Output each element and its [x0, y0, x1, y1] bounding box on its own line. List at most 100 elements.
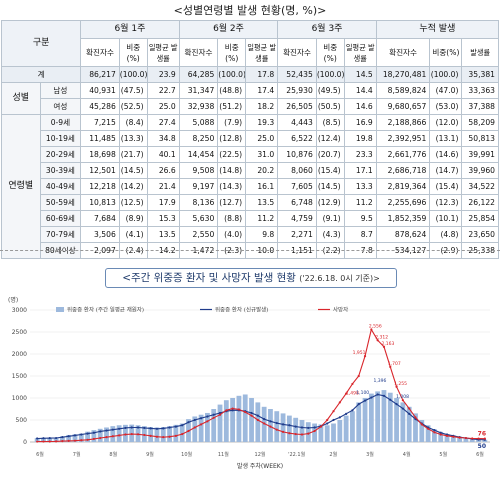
table-cell: (14.5)	[118, 162, 148, 179]
table-cell: 26,505	[277, 98, 317, 115]
severe-new-point	[36, 437, 39, 440]
table-cell: (22.5)	[217, 146, 247, 163]
table-cell: 12,501	[80, 162, 120, 179]
death-point	[212, 416, 215, 419]
x-month-label: 2월	[329, 451, 337, 458]
bar	[66, 434, 72, 442]
x-month-label: 6월	[476, 451, 484, 458]
table-cell: 9,197	[178, 178, 219, 195]
legend-label: 사망자	[333, 306, 348, 314]
severe-new-point	[149, 427, 152, 430]
severe-new-point	[294, 425, 297, 428]
table-cell: 86,217	[80, 66, 120, 83]
death-point	[80, 439, 83, 442]
severe-new-point	[181, 424, 184, 427]
table-cell: (12.5)	[118, 194, 148, 211]
death-point	[118, 434, 121, 437]
table-cell: (21.7)	[118, 146, 148, 163]
table-cell: 11.2	[245, 210, 279, 227]
severe-new-point	[357, 403, 360, 406]
bar	[413, 413, 418, 442]
severe-new-point	[124, 426, 127, 430]
bar	[160, 427, 166, 442]
table-cell: 2,819,364	[375, 178, 431, 195]
death-point	[86, 438, 89, 441]
column-header: 확진자수	[375, 38, 431, 67]
x-axis-label: 발생 주차(WEEK)	[237, 462, 283, 470]
bar	[368, 393, 374, 442]
table-cell: (4.0)	[217, 226, 247, 243]
chart-subtitle: ('22.6.18. 0시 기준)>	[299, 274, 380, 283]
x-month-label: 3월	[366, 451, 374, 458]
severe-new-point	[433, 429, 436, 432]
table-cell: 40,931	[80, 82, 120, 99]
table-cell: (14.5)	[315, 178, 345, 195]
severe-new-point	[42, 437, 45, 440]
severe-new-point	[48, 437, 51, 440]
death-point	[338, 401, 341, 404]
column-header: 일평균 발생률	[245, 38, 279, 67]
row-label: 40-49세	[39, 178, 82, 195]
bar	[154, 427, 160, 442]
severe-new-point	[288, 424, 291, 427]
severe-new-point	[111, 428, 114, 431]
severe-new-point	[307, 426, 310, 430]
bar	[148, 427, 154, 442]
table-cell: 31.0	[245, 146, 279, 163]
y-tick-label: 1000	[12, 395, 27, 402]
table-cell: 50,813	[461, 130, 499, 147]
table-cell: 2,550	[178, 226, 219, 243]
bar	[394, 398, 399, 442]
bar	[211, 409, 217, 442]
death-point	[99, 436, 102, 440]
data-label: 1,100	[356, 390, 369, 396]
death-point	[168, 435, 171, 438]
table-cell: (9.1)	[315, 210, 345, 227]
death-point	[477, 437, 480, 440]
x-month-label: 6월	[36, 451, 44, 458]
table-cell: (51.2)	[217, 98, 247, 115]
bar	[432, 429, 437, 442]
table-cell: 13.5	[146, 226, 180, 243]
death-point	[250, 414, 253, 417]
table-cell: 2,686,718	[375, 162, 431, 179]
bar	[242, 394, 248, 442]
death-point	[275, 428, 278, 431]
death-point	[376, 339, 379, 342]
column-header: 확진자수	[277, 38, 317, 67]
death-point	[42, 440, 45, 443]
death-point	[382, 345, 386, 348]
bar	[59, 436, 65, 442]
legend-swatch-bar	[56, 307, 64, 312]
table-cell: 15.3	[146, 210, 180, 227]
bar	[173, 424, 179, 442]
severe-new-point	[99, 430, 102, 433]
table-cell: (15.4)	[429, 178, 463, 195]
table-cell: 7,215	[80, 114, 120, 131]
table-row: 연령별 0-9세 7,215 (8.4) 27.4 5,088 (7.9) 19.3 4,443…	[1, 114, 499, 259]
death-point	[136, 433, 140, 436]
header-category: 구분	[0, 20, 82, 67]
bar	[217, 404, 223, 442]
column-header: 비중(%)	[429, 38, 463, 67]
severe-new-point	[439, 431, 442, 434]
death-point	[300, 433, 304, 436]
death-point	[187, 429, 190, 433]
row-label: 여성	[39, 98, 82, 115]
death-point	[357, 374, 360, 378]
bar	[312, 423, 317, 442]
death-point	[162, 436, 165, 439]
death-point	[61, 440, 64, 443]
death-point	[414, 416, 417, 419]
death-point	[307, 432, 310, 435]
bar	[78, 433, 84, 442]
table-cell: (4.1)	[118, 226, 148, 243]
death-point	[345, 392, 348, 395]
row-label: 30-39세	[39, 162, 82, 179]
bar	[337, 420, 343, 442]
table-cell: 34.8	[146, 130, 180, 147]
table-cell: 39,960	[461, 162, 499, 179]
table-cell: 2,661,776	[375, 146, 431, 163]
table-cell: (7.9)	[217, 114, 247, 131]
table-cell: 25.0	[245, 130, 279, 147]
